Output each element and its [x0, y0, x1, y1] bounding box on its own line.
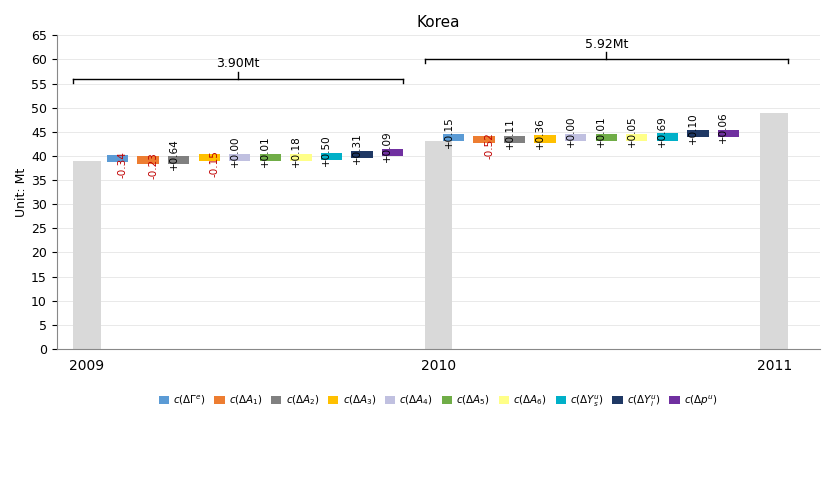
Bar: [107, 155, 129, 163]
Text: +0.00: +0.00: [230, 136, 240, 167]
Text: +0.18: +0.18: [291, 136, 301, 167]
Bar: [199, 161, 220, 349]
Bar: [138, 156, 159, 164]
Bar: [290, 161, 311, 349]
Bar: [382, 156, 403, 349]
Bar: [718, 137, 739, 349]
Text: +0.31: +0.31: [352, 132, 362, 164]
Bar: [718, 130, 739, 137]
Bar: [321, 160, 342, 349]
Bar: [504, 136, 525, 143]
Text: +0.11: +0.11: [504, 118, 514, 149]
Text: 3.90Mt: 3.90Mt: [216, 57, 260, 70]
Bar: [229, 154, 250, 161]
Bar: [626, 134, 647, 141]
Text: +0.09: +0.09: [382, 131, 392, 163]
Text: -0.52: -0.52: [484, 132, 494, 159]
Bar: [73, 161, 101, 349]
Bar: [382, 149, 403, 156]
Bar: [656, 141, 678, 349]
Text: +0.05: +0.05: [627, 115, 637, 147]
Bar: [352, 151, 372, 158]
Bar: [534, 143, 556, 349]
Bar: [534, 136, 556, 143]
Text: +0.00: +0.00: [565, 115, 575, 147]
Text: +0.64: +0.64: [169, 138, 179, 170]
Text: -0.23: -0.23: [148, 153, 158, 179]
Bar: [761, 112, 788, 349]
Bar: [352, 158, 372, 349]
Text: -0.34: -0.34: [118, 151, 128, 178]
Text: +0.06: +0.06: [718, 111, 728, 143]
Bar: [595, 141, 617, 349]
Text: +0.01: +0.01: [596, 115, 606, 147]
Y-axis label: Unit: Mt: Unit: Mt: [15, 167, 28, 217]
Text: +0.10: +0.10: [688, 112, 698, 143]
Text: +0.01: +0.01: [261, 136, 271, 167]
Text: +0.50: +0.50: [321, 135, 331, 166]
Bar: [199, 154, 220, 161]
Bar: [260, 154, 281, 161]
Text: +0.15: +0.15: [443, 116, 453, 148]
Bar: [504, 143, 525, 349]
Text: -0.15: -0.15: [210, 150, 220, 177]
Bar: [260, 161, 281, 349]
Bar: [626, 141, 647, 349]
Title: Korea: Korea: [417, 15, 460, 30]
Legend: $c(\Delta\Gamma^e)$, $c(\Delta A_1)$, $c(\Delta A_2)$, $c(\Delta A_3)$, $c(\Delt: $c(\Delta\Gamma^e)$, $c(\Delta A_1)$, $c…: [154, 389, 722, 413]
Bar: [107, 163, 129, 349]
Bar: [595, 134, 617, 141]
Bar: [321, 153, 342, 160]
Bar: [138, 164, 159, 349]
Bar: [424, 141, 452, 349]
Bar: [473, 136, 495, 143]
Bar: [565, 141, 586, 349]
Bar: [565, 134, 586, 141]
Bar: [168, 164, 190, 349]
Bar: [473, 143, 495, 349]
Text: +0.69: +0.69: [657, 115, 667, 147]
Text: +0.36: +0.36: [535, 117, 545, 149]
Bar: [443, 134, 464, 141]
Bar: [443, 141, 464, 349]
Bar: [687, 130, 709, 137]
Bar: [229, 161, 250, 349]
Text: 5.92Mt: 5.92Mt: [584, 38, 628, 51]
Bar: [168, 156, 190, 164]
Bar: [687, 137, 709, 349]
Bar: [656, 134, 678, 141]
Bar: [290, 154, 311, 161]
